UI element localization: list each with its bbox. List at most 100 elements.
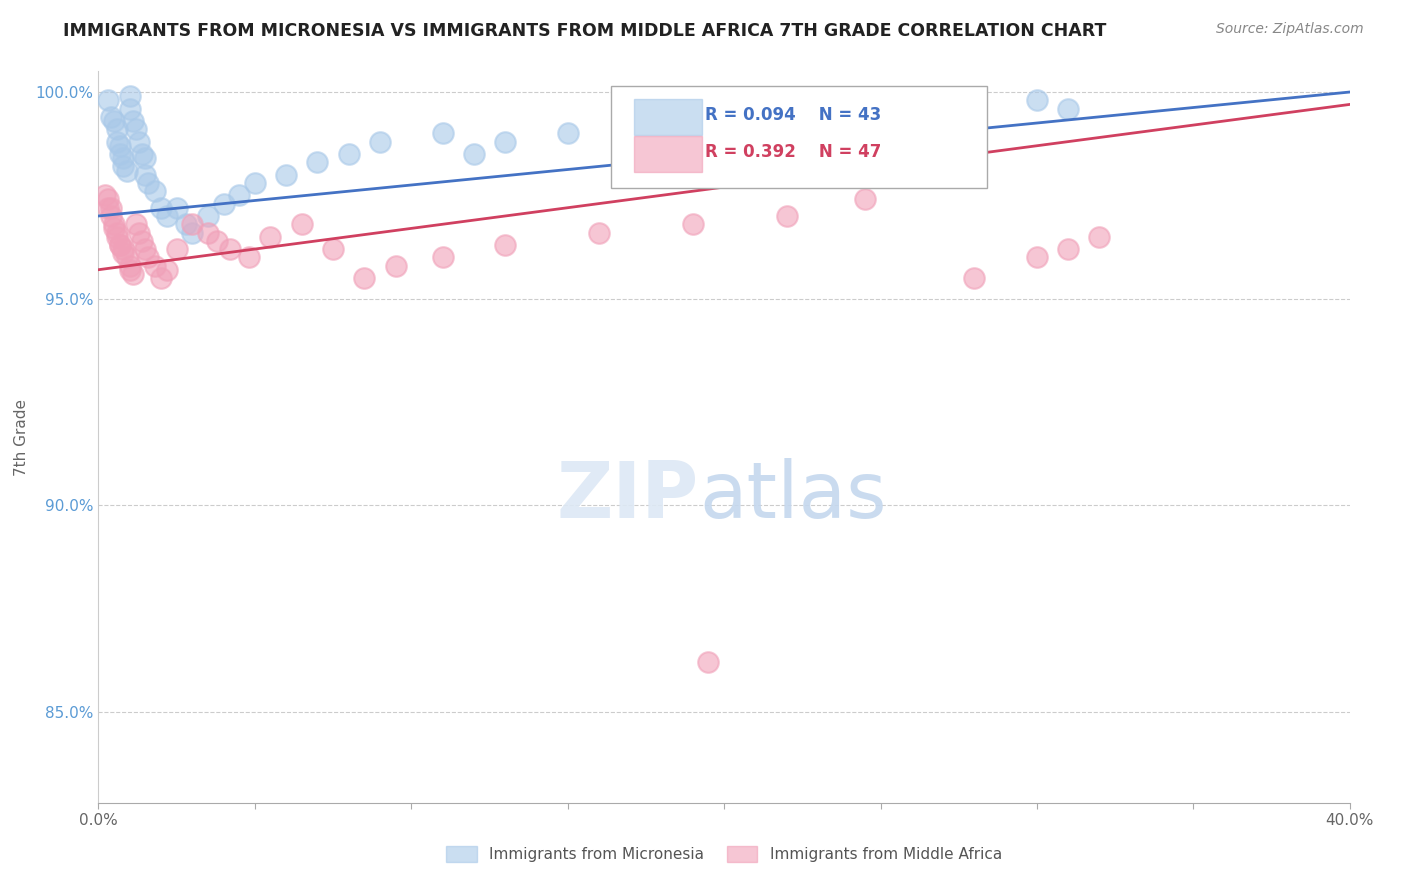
Text: atlas: atlas: [699, 458, 887, 533]
Point: [105, 229, 128, 244]
Point: [432, 126, 454, 140]
Point: [682, 217, 704, 231]
Point: [1026, 93, 1049, 107]
Point: [1026, 250, 1049, 264]
Point: [138, 176, 160, 190]
Point: [307, 155, 329, 169]
Point: [100, 201, 122, 215]
Point: [166, 242, 188, 256]
Point: [112, 151, 135, 165]
Point: [1057, 102, 1080, 116]
Text: R = 0.392    N = 47: R = 0.392 N = 47: [706, 143, 882, 161]
Point: [291, 217, 314, 231]
Point: [259, 229, 281, 244]
Point: [110, 238, 132, 252]
Point: [1088, 229, 1111, 244]
Point: [150, 201, 173, 215]
Point: [100, 110, 122, 124]
Point: [243, 176, 266, 190]
Point: [118, 259, 141, 273]
Point: [228, 188, 250, 202]
Point: [353, 271, 375, 285]
Point: [218, 242, 240, 256]
Point: [776, 209, 799, 223]
Point: [103, 114, 125, 128]
Point: [963, 271, 986, 285]
Point: [143, 184, 166, 198]
Point: [110, 138, 132, 153]
Point: [557, 126, 579, 140]
Point: [103, 217, 125, 231]
Point: [134, 151, 156, 165]
Point: [853, 193, 876, 207]
Point: [105, 135, 128, 149]
Point: [197, 209, 219, 223]
Point: [112, 246, 135, 260]
Point: [463, 147, 485, 161]
Point: [110, 238, 132, 252]
Point: [143, 259, 166, 273]
Y-axis label: 7th Grade: 7th Grade: [14, 399, 28, 475]
Point: [588, 226, 610, 240]
Text: Source: ZipAtlas.com: Source: ZipAtlas.com: [1216, 22, 1364, 37]
Point: [744, 147, 766, 161]
Point: [368, 135, 391, 149]
Point: [619, 118, 641, 132]
Text: IMMIGRANTS FROM MICRONESIA VS IMMIGRANTS FROM MIDDLE AFRICA 7TH GRADE CORRELATIO: IMMIGRANTS FROM MICRONESIA VS IMMIGRANTS…: [63, 22, 1107, 40]
Point: [115, 163, 138, 178]
Point: [112, 160, 135, 174]
Point: [432, 250, 454, 264]
Point: [207, 234, 229, 248]
Point: [238, 250, 260, 264]
Point: [1057, 242, 1080, 256]
Point: [115, 250, 138, 264]
Legend: Immigrants from Micronesia, Immigrants from Middle Africa: Immigrants from Micronesia, Immigrants f…: [440, 840, 1008, 868]
Text: R = 0.094    N = 43: R = 0.094 N = 43: [706, 106, 882, 124]
Point: [322, 242, 344, 256]
Point: [134, 242, 156, 256]
FancyBboxPatch shape: [634, 99, 702, 135]
Point: [134, 168, 156, 182]
Point: [166, 201, 188, 215]
Point: [128, 226, 150, 240]
Point: [118, 89, 141, 103]
Point: [337, 147, 360, 161]
Point: [97, 193, 120, 207]
Point: [105, 226, 128, 240]
Point: [138, 250, 160, 264]
Point: [128, 135, 150, 149]
Point: [97, 201, 120, 215]
Point: [105, 122, 128, 136]
Point: [131, 147, 153, 161]
Point: [121, 267, 143, 281]
Point: [494, 135, 516, 149]
Point: [121, 114, 143, 128]
Point: [125, 122, 148, 136]
Point: [156, 209, 179, 223]
Point: [118, 262, 141, 277]
Point: [838, 126, 860, 140]
Point: [93, 188, 115, 202]
Point: [384, 259, 406, 273]
Point: [174, 217, 197, 231]
Point: [494, 238, 516, 252]
FancyBboxPatch shape: [612, 86, 987, 188]
Text: ZIP: ZIP: [557, 458, 699, 533]
Point: [156, 262, 179, 277]
Point: [150, 271, 173, 285]
Point: [131, 234, 153, 248]
Point: [100, 209, 122, 223]
Point: [125, 217, 148, 231]
Point: [212, 196, 235, 211]
Point: [103, 221, 125, 235]
Point: [112, 242, 135, 256]
Point: [181, 226, 204, 240]
FancyBboxPatch shape: [634, 136, 702, 171]
Point: [697, 655, 720, 669]
Point: [97, 93, 120, 107]
Point: [197, 226, 219, 240]
Point: [118, 102, 141, 116]
Point: [932, 105, 955, 120]
Point: [110, 147, 132, 161]
Point: [181, 217, 204, 231]
